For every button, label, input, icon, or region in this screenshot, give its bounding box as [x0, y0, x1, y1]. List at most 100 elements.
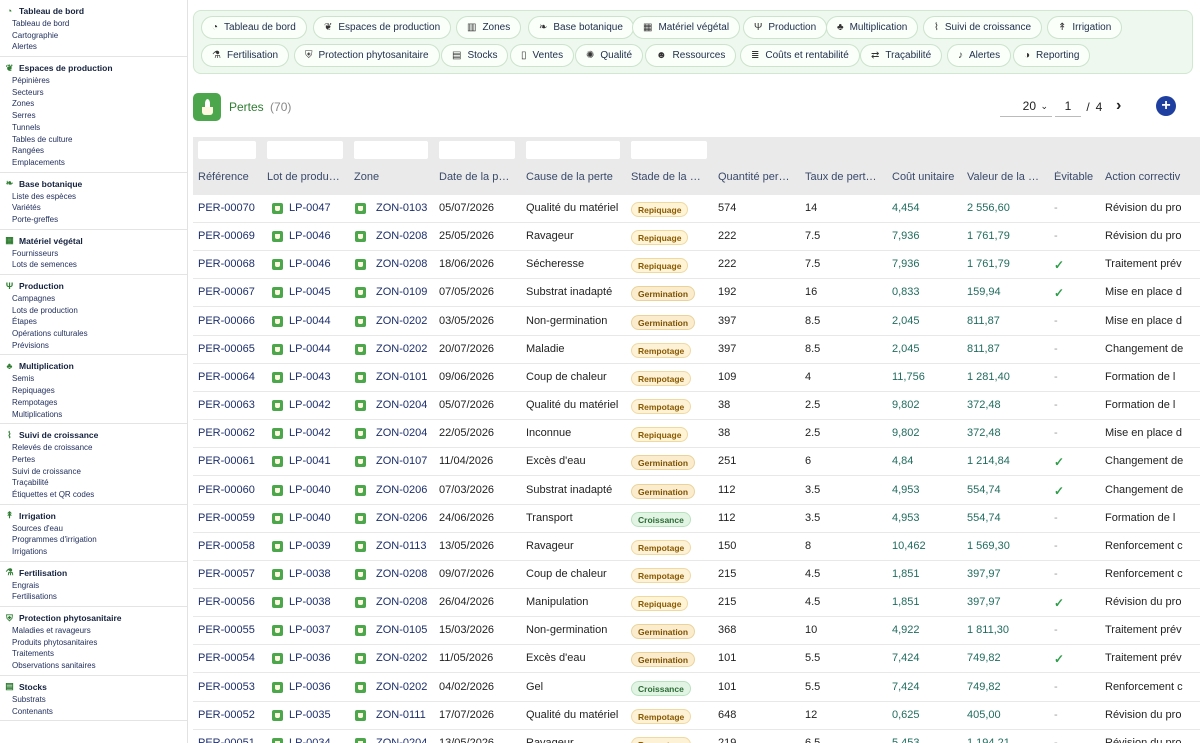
lot-link[interactable]: LP-0035 [289, 708, 331, 721]
sidebar-item[interactable]: Pépinières [12, 76, 50, 86]
reference-link[interactable]: PER-00065 [198, 342, 255, 355]
table-row[interactable]: PER-00053 LP-0036 ZON-0202 04/02/2026 Gel Cro… [193, 674, 1200, 702]
menu-button[interactable]: ✺ Qualité [575, 44, 644, 67]
lot-link[interactable]: LP-0044 [289, 342, 331, 355]
reference-link[interactable]: PER-00064 [198, 370, 255, 383]
reference-link[interactable]: PER-00060 [198, 483, 255, 496]
table-row[interactable]: PER-00062 LP-0042 ZON-0204 22/05/2026 Inconn… [193, 420, 1200, 449]
menu-button[interactable]: ⚗ Fertilisation [201, 44, 290, 67]
sidebar-item[interactable]: Repiquages [12, 386, 55, 396]
sidebar-item[interactable]: Secteurs [12, 87, 44, 97]
menu-button[interactable]: Ψ Production [743, 16, 828, 39]
menu-button[interactable]: ❦ Espaces de production [313, 16, 452, 39]
menu-button[interactable]: ▦ Matériel végétal [632, 16, 741, 39]
sidebar-section-header[interactable]: ♣ Multiplication [4, 359, 187, 373]
table-row[interactable]: PER-00054 LP-0036 ZON-0202 11/05/2026 Excès … [193, 645, 1200, 674]
menu-button[interactable]: ⌇ Suivi de croissance [923, 16, 1043, 39]
table-row[interactable]: PER-00052 LP-0035 ZON-0111 17/07/2026 Qualit… [193, 701, 1200, 730]
column-filter-input[interactable] [267, 141, 343, 159]
column-header[interactable]: Stade de la … [631, 171, 701, 183]
lot-link[interactable]: LP-0043 [289, 370, 331, 383]
reference-link[interactable]: PER-00052 [198, 708, 255, 721]
zone-link[interactable]: ZON-0111 [376, 708, 426, 721]
reference-link[interactable]: PER-00053 [198, 680, 255, 693]
sidebar-section-header[interactable]: ⌇ Suivi de croissance [4, 428, 187, 442]
next-page-chevron-icon[interactable]: › [1116, 97, 1122, 114]
column-header[interactable]: Date de la p… [439, 171, 510, 183]
sidebar-item[interactable]: Prévisions [12, 340, 49, 350]
sidebar-item[interactable]: Observations sanitaires [12, 661, 96, 671]
current-page-input[interactable]: 1 [1055, 97, 1081, 117]
zone-link[interactable]: ZON-0204 [376, 399, 428, 412]
column-header[interactable]: Valeur de la … [967, 171, 1039, 183]
sidebar-item[interactable]: Fertilisations [12, 592, 57, 602]
lot-link[interactable]: LP-0047 [289, 202, 331, 214]
sidebar-item[interactable]: Lots de semences [12, 260, 77, 270]
zone-link[interactable]: ZON-0208 [376, 258, 428, 271]
sidebar-section-header[interactable]: ↟ Irrigation [4, 509, 187, 523]
sidebar-item[interactable]: Maladies et ravageurs [12, 626, 91, 636]
sidebar-item[interactable]: Pertes [12, 454, 36, 464]
reference-link[interactable]: PER-00057 [198, 567, 255, 580]
zone-link[interactable]: ZON-0202 [376, 342, 428, 355]
sidebar-item[interactable]: Fournisseurs [12, 248, 59, 258]
sidebar-item[interactable]: Étiquettes et QR codes [12, 489, 95, 499]
column-header[interactable]: Quantité per… [718, 171, 790, 183]
reference-link[interactable]: PER-00066 [198, 314, 255, 327]
sidebar-item[interactable]: Emplacements [12, 157, 65, 167]
column-header[interactable]: Action correctiv [1105, 171, 1181, 183]
zone-link[interactable]: ZON-0202 [376, 314, 428, 327]
sidebar-item[interactable]: Contenants [12, 706, 53, 716]
table-row[interactable]: PER-00063 LP-0042 ZON-0204 05/07/2026 Qualit… [193, 392, 1200, 421]
lot-link[interactable]: LP-0040 [289, 511, 331, 524]
sidebar-item[interactable]: Rempotages [12, 397, 58, 407]
sidebar-item[interactable]: Substrats [12, 694, 46, 704]
sidebar-item[interactable]: Relevés de croissance [12, 443, 93, 453]
reference-link[interactable]: PER-00059 [198, 511, 255, 524]
lot-link[interactable]: LP-0041 [289, 455, 331, 468]
table-row[interactable]: PER-00064 LP-0043 ZON-0101 09/06/2026 Coup d… [193, 363, 1200, 392]
table-row[interactable]: PER-00057 LP-0038 ZON-0208 09/07/2026 Coup d… [193, 561, 1200, 589]
table-row[interactable]: PER-00069 LP-0046 ZON-0208 25/05/2026 Ravage… [193, 223, 1200, 252]
reference-link[interactable]: PER-00056 [198, 596, 255, 609]
menu-button[interactable]: ≣ Coûts et rentabilité [740, 44, 860, 67]
zone-link[interactable]: ZON-0208 [376, 230, 428, 243]
zone-link[interactable]: ZON-0206 [376, 483, 428, 496]
zone-link[interactable]: ZON-0105 [376, 624, 428, 637]
sidebar-item[interactable]: Opérations culturales [12, 329, 88, 339]
sidebar-section-header[interactable]: Ψ Production [4, 279, 187, 293]
sidebar-item[interactable]: Cartographie [12, 30, 59, 40]
reference-link[interactable]: PER-00063 [198, 399, 255, 412]
column-header[interactable]: Cause de la perte [526, 171, 613, 183]
reference-link[interactable]: PER-00051 [198, 736, 255, 743]
menu-button[interactable]: ☻ Ressources [645, 44, 737, 67]
zone-link[interactable]: ZON-0113 [376, 539, 427, 552]
reference-link[interactable]: PER-00069 [198, 230, 255, 243]
table-row[interactable]: PER-00067 LP-0045 ZON-0109 07/05/2026 Substr… [193, 279, 1200, 308]
column-filter-input[interactable] [198, 141, 256, 159]
table-row[interactable]: PER-00060 LP-0040 ZON-0206 07/03/2026 Substr… [193, 476, 1200, 505]
menu-button[interactable]: ▯ Ventes [510, 44, 575, 67]
sidebar-item[interactable]: Lots de production [12, 305, 78, 315]
sidebar-item[interactable]: Multiplications [12, 409, 63, 419]
table-row[interactable]: PER-00055 LP-0037 ZON-0105 15/03/2026 Non-ge… [193, 617, 1200, 646]
sidebar-item[interactable]: Traçabilité [12, 478, 49, 488]
table-row[interactable]: PER-00056 LP-0038 ZON-0208 26/04/2026 Manipu… [193, 589, 1200, 618]
sidebar-item[interactable]: Produits phytosanitaires [12, 637, 98, 647]
menu-button[interactable]: ❧ Base botanique [528, 16, 634, 39]
zone-link[interactable]: ZON-0101 [376, 370, 428, 383]
sidebar-item[interactable]: Tableau de bord [12, 19, 70, 28]
table-row[interactable]: PER-00070 LP-0047 ZON-0103 05/07/2026 Qualit… [193, 195, 1200, 223]
menu-button[interactable]: ♣ Multiplication [826, 16, 919, 39]
sidebar-section-header[interactable]: ❧ Base botanique [4, 177, 187, 191]
table-row[interactable]: PER-00068 LP-0046 ZON-0208 18/06/2026 Sécher… [193, 251, 1200, 280]
sidebar-item[interactable]: Tunnels [12, 122, 41, 132]
sidebar-item[interactable]: Semis [12, 374, 35, 384]
sidebar-section-header[interactable]: ⛨ Protection phytosanitaire [4, 611, 187, 625]
lot-link[interactable]: LP-0044 [289, 314, 331, 327]
zone-link[interactable]: ZON-0206 [376, 511, 428, 524]
reference-link[interactable]: PER-00058 [198, 539, 255, 552]
reference-link[interactable]: PER-00067 [198, 286, 255, 299]
sidebar-section-header[interactable]: ▤ Stocks [4, 680, 187, 694]
lot-link[interactable]: LP-0042 [289, 399, 331, 412]
